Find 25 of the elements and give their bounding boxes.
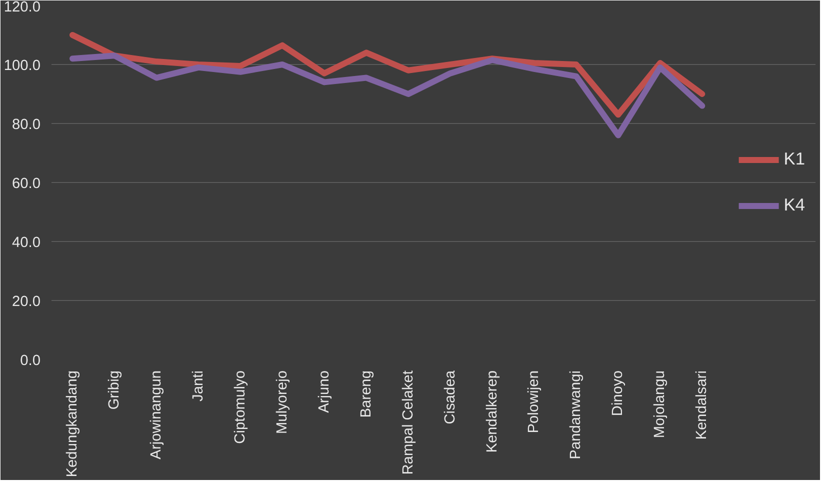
x-tick-label: Arjowinangun	[148, 370, 164, 460]
legend-label: K1	[784, 148, 805, 170]
y-tick-label: 80.0	[12, 117, 41, 133]
x-tick-label: Rampal Celaket	[400, 370, 416, 475]
x-tick-label: Arjuno	[316, 370, 332, 413]
y-tick-label: 0.0	[20, 353, 40, 369]
x-tick-label: Janti	[190, 370, 206, 402]
x-tick-label: Dinoyo	[610, 370, 626, 416]
x-tick-label: Pandanwangi	[568, 370, 584, 460]
x-tick-label: Ciptomulyo	[232, 370, 248, 444]
x-tick-label: Polowijen	[526, 370, 542, 434]
x-tick-label: Kendalkerep	[484, 370, 500, 453]
x-tick-label: Mojolangu	[652, 370, 668, 438]
y-tick-label: 20.0	[12, 294, 41, 310]
x-tick-label: Cisadea	[442, 370, 458, 424]
x-tick-label: Bareng	[358, 370, 374, 418]
y-tick-label: 100.0	[4, 58, 41, 74]
x-tick-label: Kedungkandang	[64, 370, 80, 478]
y-tick-label: 60.0	[12, 176, 41, 192]
y-tick-label: 120.0	[4, 0, 41, 16]
x-tick-label: Mulyorejo	[274, 370, 290, 434]
x-tick-label: Kendalsari	[694, 370, 710, 440]
y-tick-label: 40.0	[12, 235, 41, 251]
legend-label: K4	[784, 194, 805, 216]
x-tick-label: Gribig	[106, 370, 122, 410]
